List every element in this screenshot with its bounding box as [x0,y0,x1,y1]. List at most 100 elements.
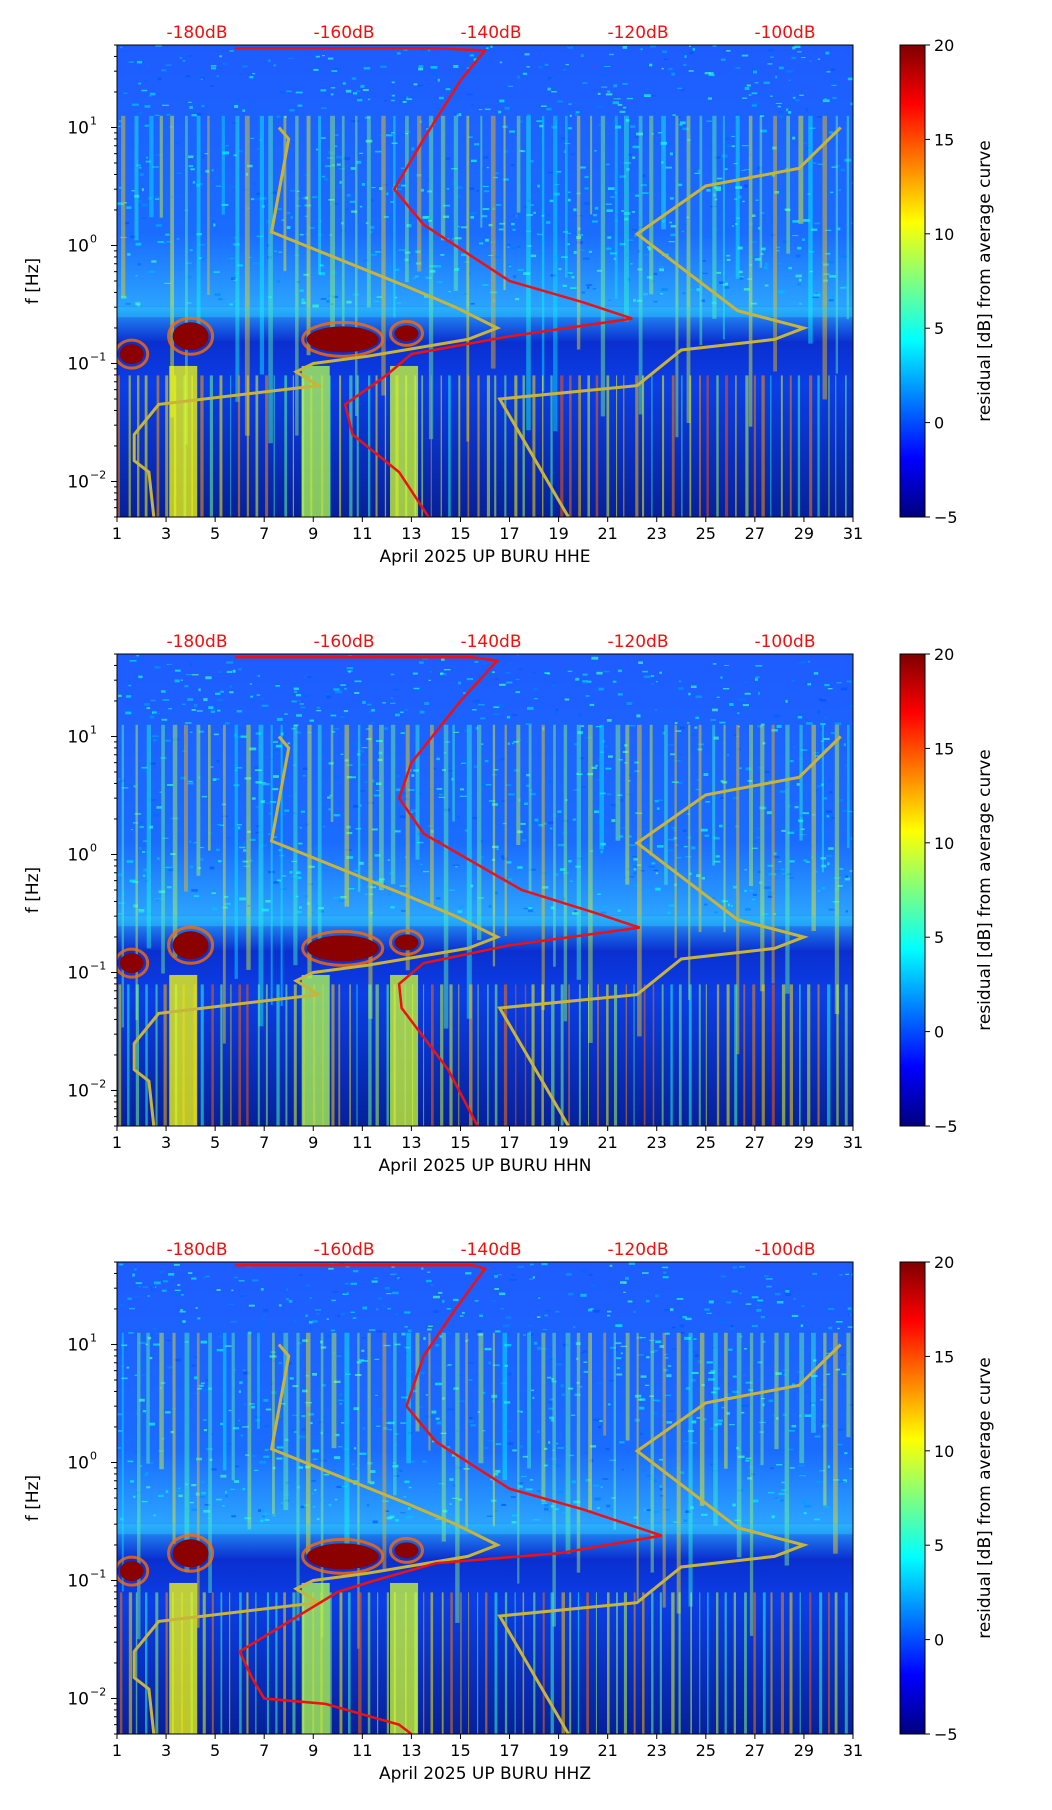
heatmap-cell [679,1324,685,1328]
heatmap-cell [197,1317,201,1320]
heatmap-cell [272,1466,276,1470]
heatmap-cell [516,655,519,657]
heatmap-cell [422,216,429,219]
heatmap-cell [546,672,551,675]
heatmap-cell [131,828,134,831]
heatmap-cell [623,162,630,165]
heatmap-cell [672,868,678,871]
heatmap-cell [608,299,611,301]
heatmap-cell [688,692,691,696]
heatmap-cell [851,1273,853,1276]
heatmap-cell [278,1304,282,1307]
heatmap-cell [197,1387,202,1390]
x-tick-label: 17 [499,1133,519,1152]
heatmap-cell [633,884,641,887]
heatmap-cell [598,759,601,761]
heatmap-streak [172,724,178,958]
heatmap-cell [791,1383,795,1387]
heatmap-cell [572,912,579,915]
heatmap-cell [584,187,589,190]
heatmap-cell [515,678,520,680]
heatmap-cell [554,255,557,259]
heatmap-streak [208,1332,212,1593]
heatmap-cell [218,860,222,863]
heatmap-cell [468,1420,474,1423]
heatmap-cell [132,103,139,106]
heatmap-cell [213,778,220,780]
heatmap-cell [150,1286,155,1289]
heatmap-cell [464,719,467,722]
heatmap-cell [567,272,573,274]
heatmap-cell [762,742,766,745]
heatmap-cell [400,1512,406,1514]
heatmap-lowfreq-bar [651,375,653,517]
heatmap-lowfreq-bar [568,984,570,1126]
heatmap-cell [124,202,127,204]
heatmap-lowfreq-bar [137,375,140,517]
heatmap-cell [222,906,228,909]
heatmap-cell [546,107,552,111]
heatmap-cell [296,205,301,207]
heatmap-cell [401,184,406,187]
heatmap-cell [697,169,701,173]
heatmap-cell [144,1473,148,1477]
heatmap-cell [617,909,621,912]
heatmap-cell [492,1364,500,1366]
heatmap-cell [201,1481,205,1483]
heatmap-cell [328,1503,332,1507]
heatmap-cell [158,1494,164,1497]
heatmap-cell [480,717,486,720]
heatmap-cell [417,90,421,93]
heatmap-cell [714,186,721,190]
heatmap-streak [736,1332,742,1558]
heatmap-cell [258,1509,262,1512]
heatmap-peak-edge [301,1537,385,1575]
heatmap-cell [556,1442,559,1445]
heatmap-cell [340,229,347,232]
heatmap-cell [166,113,171,116]
heatmap-cell [782,240,790,244]
heatmap-cell [596,821,603,824]
heatmap-cell [205,1275,210,1278]
heatmap-cell [409,868,415,870]
heatmap-lowfreq-bar [494,375,497,517]
colorbar-tick-label: −5 [934,508,958,527]
heatmap-cell [512,228,516,231]
heatmap-cell [594,89,599,91]
heatmap-cell [552,814,558,817]
heatmap-cell [649,45,656,48]
colorbar-label: residual [dB] from average curve [975,1357,995,1638]
heatmap-cell [778,861,782,863]
heatmap-streak [257,1332,260,1429]
heatmap-cell [165,866,172,869]
heatmap-cell [463,261,470,263]
heatmap-cell [152,1327,157,1330]
heatmap-cell [606,209,613,212]
heatmap-cell [199,1384,204,1387]
heatmap-cell [198,183,203,186]
heatmap-cell [235,1465,240,1468]
heatmap-cell [218,671,222,673]
heatmap-cell [142,1410,147,1413]
heatmap-streak [234,724,238,979]
heatmap-cell [454,237,462,240]
heatmap-cell [498,228,504,231]
heatmap-cell [269,758,274,760]
heatmap-cell [547,87,551,91]
heatmap-cell [555,1464,562,1468]
heatmap-cell [117,125,121,127]
heatmap-cell [726,50,731,52]
heatmap-cell [504,1343,512,1347]
heatmap-cell [691,733,697,736]
heatmap-cell [592,220,598,223]
heatmap-cell [442,769,446,771]
heatmap-cell [452,1497,459,1499]
heatmap-cell [474,661,479,663]
heatmap-cell [638,1470,643,1473]
heatmap-cell [807,193,811,195]
heatmap-cell [493,769,499,771]
heatmap-cell [547,76,553,80]
heatmap-cell [201,104,205,107]
heatmap-lowfreq-bar [614,984,618,1126]
heatmap-cell [779,262,782,265]
